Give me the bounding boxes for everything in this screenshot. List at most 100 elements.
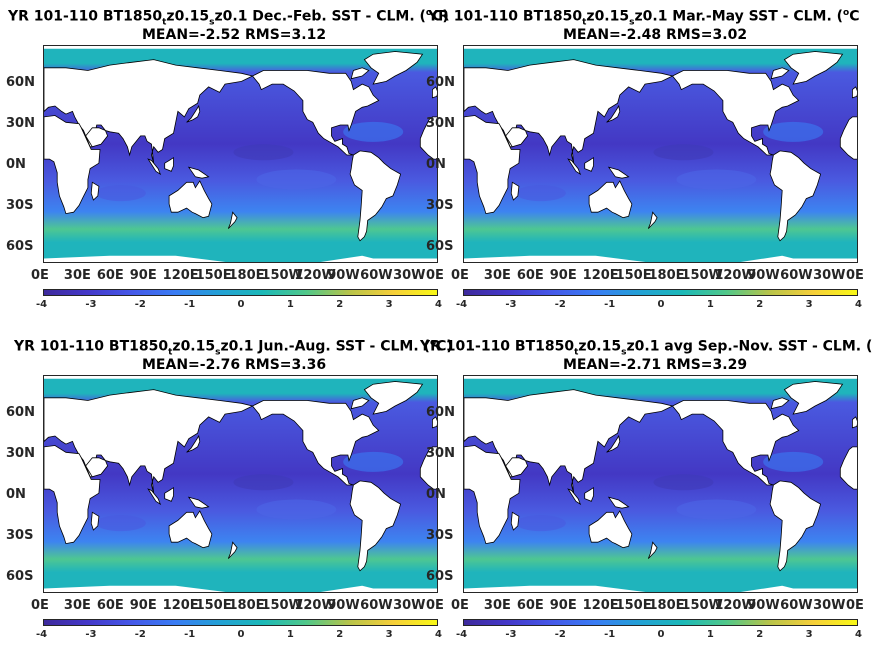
lon-tick-label: 90E <box>129 598 157 613</box>
lon-tick-label: 0E <box>846 268 864 283</box>
colorbar-tick-label: 2 <box>336 629 344 640</box>
anomaly-region <box>515 185 566 202</box>
colorbar-tick-label: 3 <box>805 629 813 640</box>
lon-tick-label: 150W <box>261 268 303 283</box>
landmass-arctic <box>464 376 857 379</box>
landmass-austral <box>588 180 633 219</box>
anomaly-region <box>763 121 824 142</box>
lat-tick-label: 60N <box>426 405 455 421</box>
title-text: z0.15 <box>586 8 630 25</box>
landmass-austral <box>168 180 213 219</box>
landmass-nz <box>227 211 238 229</box>
lat-tick-label: 30N <box>6 116 35 132</box>
lat-tick-label: 30N <box>6 446 35 462</box>
lon-tick-label: 0E <box>31 268 49 283</box>
title-sup: o <box>425 8 433 18</box>
panel-stats: MEAN=-2.76 RMS=3.36 <box>142 357 327 373</box>
landmass-africa <box>44 115 101 215</box>
colorbar-tick-label: 4 <box>435 299 442 310</box>
landmass-antarc <box>44 585 437 592</box>
colorbar-tick-label: -1 <box>604 299 616 310</box>
landmass-samer <box>349 150 402 242</box>
lon-tick-label: 150E <box>195 598 232 613</box>
landmass-nameriS <box>251 400 380 486</box>
landmass-arctic <box>44 376 437 379</box>
lat-tick-label: 60S <box>426 238 454 254</box>
lon-tick-label: 0E <box>451 598 469 613</box>
landmass-nz <box>647 541 658 559</box>
colorbar-tick-label: -3 <box>85 629 97 640</box>
lat-tick-label: 60S <box>6 568 34 584</box>
colorbar <box>43 289 438 296</box>
landmass-madag <box>90 511 100 531</box>
colorbar-tick-label: 1 <box>286 629 294 640</box>
landmass-arctic <box>464 46 857 49</box>
lat-tick-label: 30S <box>426 527 454 543</box>
lon-tick-label: 30W <box>813 268 846 283</box>
landmass-arabia <box>85 127 109 148</box>
lon-tick-label: 120E <box>162 598 199 613</box>
anomaly-region <box>653 144 714 161</box>
landmass-nameriS <box>251 70 380 156</box>
lat-tick-label: 0N <box>6 486 26 502</box>
anomaly-region <box>676 169 757 190</box>
colorbar-tick-label: 4 <box>855 299 862 310</box>
lon-tick-label: 90W <box>747 268 780 283</box>
landmass-nz <box>227 541 238 559</box>
lat-tick-label: 60S <box>426 568 454 584</box>
title-text: YR 101-110 BT1850 <box>8 8 163 25</box>
lon-tick-label: 150W <box>261 598 303 613</box>
lon-tick-label: 120W <box>714 268 756 283</box>
landmass-sumatra <box>567 488 582 506</box>
colorbar-tick-label: 2 <box>756 629 764 640</box>
lon-tick-label: 60W <box>360 268 393 283</box>
colorbar-tick-label: 1 <box>286 299 294 310</box>
lon-tick-label: 150W <box>681 598 723 613</box>
lon-tick-label: 60W <box>780 268 813 283</box>
colorbar-tick-label: -1 <box>184 629 196 640</box>
lat-tick-label: 30N <box>426 446 455 462</box>
landmass-japan <box>186 104 201 123</box>
landmass-ng <box>607 166 630 179</box>
lon-tick-label: 0E <box>426 598 444 613</box>
lat-tick-label: 30N <box>426 116 455 132</box>
landmass-japan <box>606 434 621 453</box>
panel-title: YR 101-110 BT1850tz0.15sz0.1 avg Sep.-No… <box>420 335 872 360</box>
landmass-eurasia <box>464 59 674 164</box>
landmass-ng <box>607 496 630 509</box>
lon-tick-label: 0E <box>451 268 469 283</box>
colorbar-tick-label: -1 <box>184 299 196 310</box>
colorbar-tick-label: -4 <box>456 299 468 310</box>
lon-tick-label: 60E <box>96 598 124 613</box>
lat-tick-label: 30S <box>6 197 34 213</box>
landmass-uk <box>851 416 857 429</box>
title-text: z0.15 <box>172 338 216 355</box>
landmass-africa <box>464 445 521 545</box>
landmass-greenland <box>783 381 844 415</box>
landmass-baffin <box>350 397 370 410</box>
landmass-antarc <box>44 255 437 262</box>
landmass-samer <box>769 150 822 242</box>
lon-tick-label: 30W <box>813 598 846 613</box>
anomaly-region <box>233 474 294 491</box>
title-text: C <box>849 8 860 25</box>
lon-tick-label: 30E <box>63 598 91 613</box>
lon-tick-label: 180E <box>648 598 685 613</box>
title-text: C) <box>432 8 449 25</box>
colorbar-tick-label: -2 <box>134 299 146 310</box>
title-sub: t <box>162 17 167 28</box>
map-svg <box>464 46 857 262</box>
landmass-ng <box>187 496 210 509</box>
lon-tick-label: 120W <box>294 598 336 613</box>
lon-tick-label: 30E <box>483 598 511 613</box>
title-sub: s <box>621 347 627 358</box>
landmass-nameriS <box>671 400 800 486</box>
lon-tick-label: 180E <box>228 598 265 613</box>
lon-tick-label: 150E <box>615 598 652 613</box>
title-sup: o <box>843 8 850 18</box>
landmass-nz <box>647 211 658 229</box>
lat-tick-label: 60S <box>6 238 34 254</box>
landmass-eurasia <box>44 389 254 494</box>
landmass-baffin <box>770 397 790 410</box>
colorbar-tick-label: 0 <box>237 299 245 310</box>
